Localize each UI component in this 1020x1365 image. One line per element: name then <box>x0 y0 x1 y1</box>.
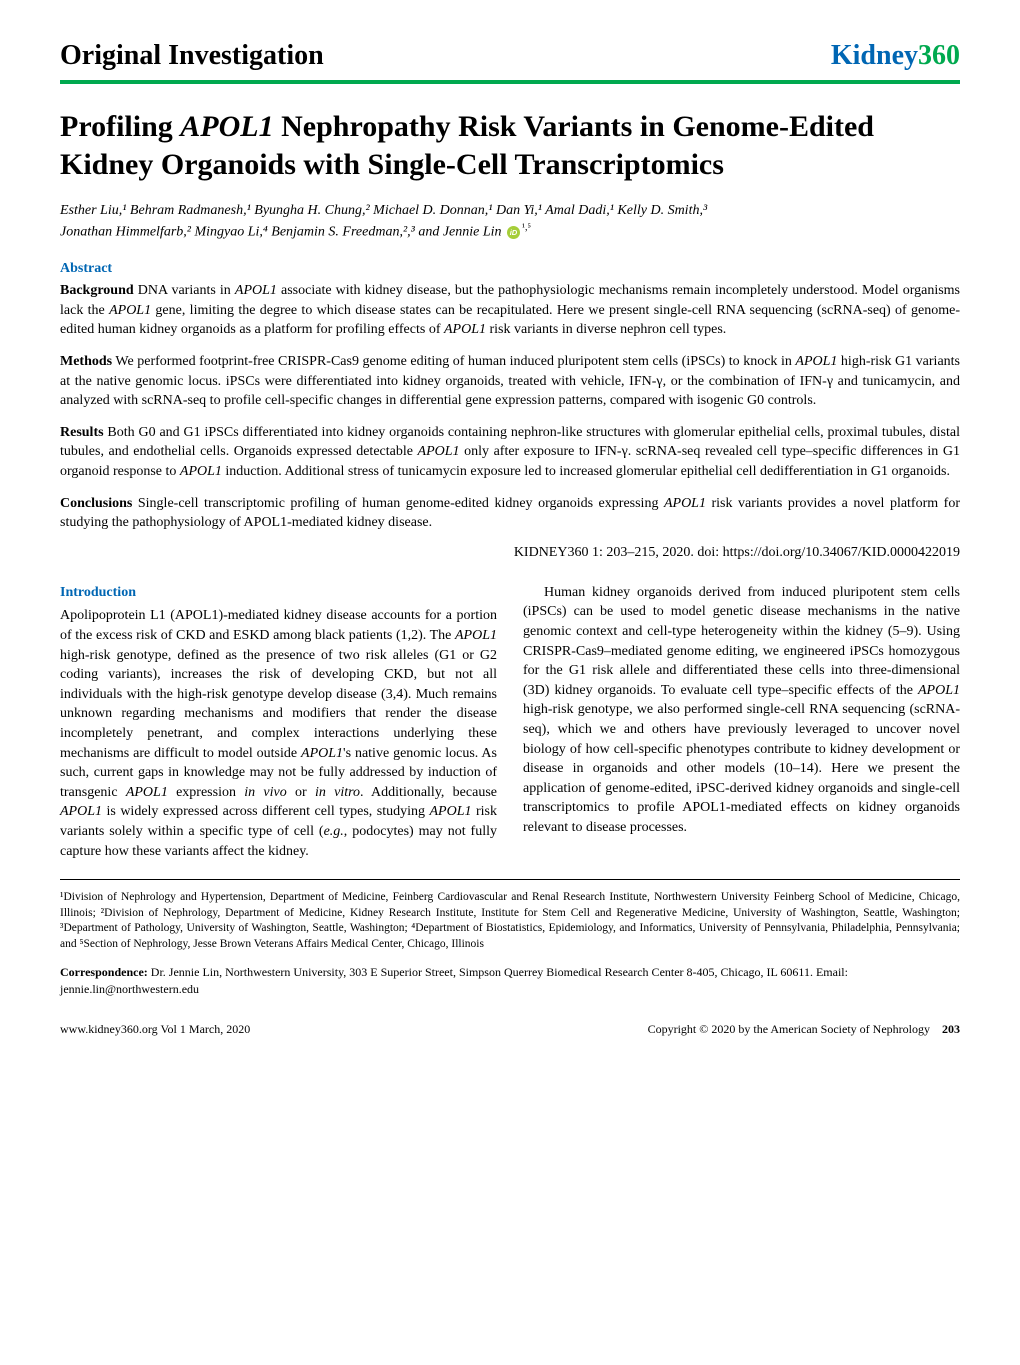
correspondence: Correspondence: Dr. Jennie Lin, Northwes… <box>60 964 960 998</box>
abstract-conclusions: Conclusions Single-cell transcriptomic p… <box>60 494 960 533</box>
orcid-icon[interactable]: iD <box>507 226 520 239</box>
c2-gene1: APOL1 <box>918 683 960 698</box>
affiliations: ¹Division of Nephrology and Hypertension… <box>60 890 960 952</box>
intro-col-right: Human kidney organoids derived from indu… <box>523 583 960 861</box>
corr-text: Dr. Jennie Lin, Northwestern University,… <box>60 965 848 996</box>
c2-post: high-risk genotype, we also performed si… <box>523 702 960 835</box>
re-lead: Results <box>60 425 104 440</box>
c1-mid5: . Additionally, because <box>360 785 497 800</box>
intro-col1-text: Apolipoprotein L1 (APOL1)-mediated kidne… <box>60 606 497 861</box>
corr-lead: Correspondence: <box>60 965 148 979</box>
intro-col-left: Introduction Apolipoprotein L1 (APOL1)-m… <box>60 583 497 861</box>
bg-gene3: APOL1 <box>444 322 486 337</box>
co-lead: Conclusions <box>60 496 132 511</box>
svg-text:iD: iD <box>510 228 518 237</box>
abstract-methods: Methods We performed footprint-free CRIS… <box>60 352 960 411</box>
bg-gene1: APOL1 <box>235 283 277 298</box>
abstract-heading: Abstract <box>60 261 960 277</box>
authors-line2-pre: Jonathan Himmelfarb,² Mingyao Li,⁴ Benja… <box>60 225 502 240</box>
brand-k: K <box>831 40 853 71</box>
c1-gene5: APOL1 <box>430 804 472 819</box>
c1-lat3: e.g. <box>324 824 344 839</box>
re-gene2: APOL1 <box>180 464 222 479</box>
footer-row: www.kidney360.org Vol 1 March, 2020 Copy… <box>60 1022 960 1037</box>
c1-mid3: expression <box>168 785 244 800</box>
footer-copyright: Copyright © 2020 by the American Society… <box>648 1022 930 1036</box>
intro-columns: Introduction Apolipoprotein L1 (APOL1)-m… <box>60 583 960 861</box>
c2-pre: Human kidney organoids derived from indu… <box>523 585 960 698</box>
citation-line: KIDNEY360 1: 203–215, 2020. doi: https:/… <box>60 545 960 561</box>
re-post: induction. Additional stress of tunicamy… <box>222 464 950 479</box>
c1-lat1: in vivo <box>244 785 286 800</box>
bg-gene2: APOL1 <box>109 303 151 318</box>
c1-gene2: APOL1 <box>301 746 343 761</box>
article-title: Profiling APOL1 Nephropathy Risk Variant… <box>60 108 960 183</box>
authors-line1: Esther Liu,¹ Behram Radmanesh,¹ Byungha … <box>60 203 707 218</box>
c1-lat2: in vitro <box>315 785 360 800</box>
me-gene1: APOL1 <box>795 354 837 369</box>
c1-mid1: high-risk genotype, defined as the prese… <box>60 648 497 761</box>
brand-idney: idney <box>853 40 918 71</box>
bg-lead: Background <box>60 283 134 298</box>
footnote-rule <box>60 879 960 880</box>
c1-mid6: is widely expressed across different cel… <box>102 804 430 819</box>
me-lead: Methods <box>60 354 112 369</box>
brand-num: 360 <box>918 40 960 71</box>
c1-gene4: APOL1 <box>60 804 102 819</box>
bg-pre: DNA variants in <box>134 283 235 298</box>
c1-gene3: APOL1 <box>126 785 168 800</box>
title-pre: Profiling <box>60 110 180 143</box>
header-row: Original Investigation Kidney360 <box>60 40 960 72</box>
green-rule <box>60 80 960 84</box>
intro-heading: Introduction <box>60 583 497 603</box>
abstract-block: Background DNA variants in APOL1 associa… <box>60 281 960 533</box>
bg-post: risk variants in diverse nephron cell ty… <box>486 322 726 337</box>
author-list: Esther Liu,¹ Behram Radmanesh,¹ Byungha … <box>60 201 960 243</box>
journal-brand: Kidney360 <box>831 40 960 72</box>
article-type: Original Investigation <box>60 40 324 72</box>
c1-gene1: APOL1 <box>455 628 497 643</box>
c1-pre: Apolipoprotein L1 (APOL1)-mediated kidne… <box>60 608 497 643</box>
co-pre: Single-cell transcriptomic profiling of … <box>132 496 664 511</box>
footer-right: Copyright © 2020 by the American Society… <box>648 1022 960 1037</box>
co-gene1: APOL1 <box>664 496 706 511</box>
abstract-background: Background DNA variants in APOL1 associa… <box>60 281 960 340</box>
title-gene: APOL1 <box>180 110 273 143</box>
c1-mid4: or <box>287 785 315 800</box>
authors-line2-post: ¹,⁵ <box>522 222 531 233</box>
intro-col2-text: Human kidney organoids derived from indu… <box>523 583 960 838</box>
me-pre: We performed footprint-free CRISPR-Cas9 … <box>112 354 795 369</box>
re-gene1: APOL1 <box>418 444 460 459</box>
page-number: 203 <box>942 1022 960 1036</box>
footer-left: www.kidney360.org Vol 1 March, 2020 <box>60 1022 250 1037</box>
abstract-results: Results Both G0 and G1 iPSCs differentia… <box>60 423 960 482</box>
